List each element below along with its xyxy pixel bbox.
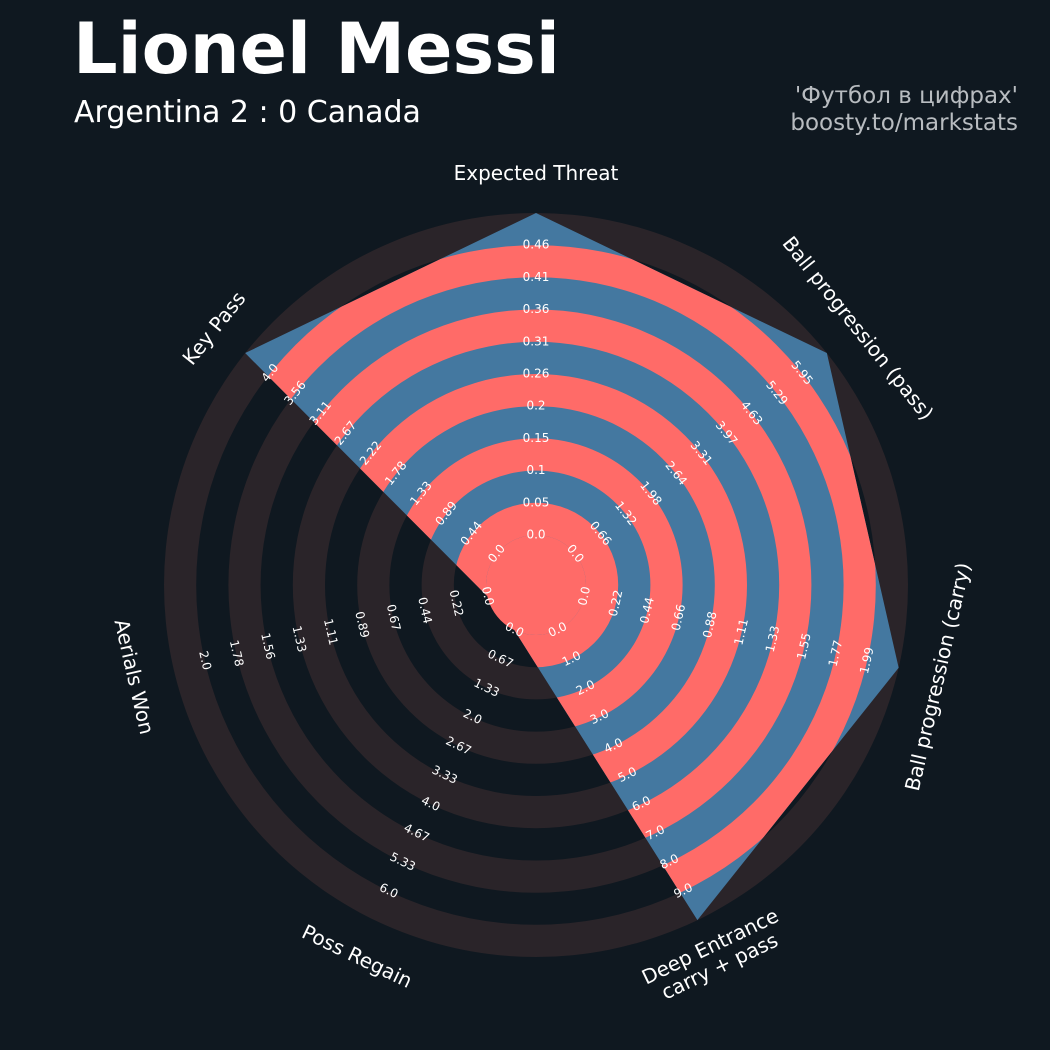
- tick-label: 2.0: [196, 650, 214, 672]
- parameter-label: Expected Threat: [454, 161, 619, 185]
- tick-label: 1.78: [227, 639, 247, 668]
- tick-label: 0.67: [384, 603, 404, 632]
- tick-label: 0.44: [637, 596, 657, 625]
- tick-label: 0.41: [523, 270, 550, 284]
- axis-ticks: 0.0 0.22 0.44 0.66 0.88 1.11 1.33 1.55 1.77 1.99: [575, 585, 876, 675]
- parameter-label: Key Pass: [177, 287, 250, 370]
- tick-label: 1.11: [321, 617, 341, 646]
- tick-label: 0.36: [523, 302, 550, 316]
- tick-label: 0.31: [523, 334, 550, 348]
- tick-label: 0.05: [523, 495, 550, 509]
- axis-ticks: 0.0 0.22 0.44 0.67 0.89 1.11 1.33 1.56 1.78 2.0: [196, 585, 497, 671]
- tick-label: 0.66: [669, 603, 689, 632]
- parameter-label: Ball progression (carry): [900, 560, 976, 793]
- match-score-subtitle: Argentina 2 : 0 Canada: [74, 95, 421, 130]
- tick-label: 0.0: [526, 528, 545, 542]
- tick-label: 1.33: [763, 624, 783, 653]
- tick-label: 0.46: [523, 238, 550, 252]
- tick-label: 1.77: [826, 639, 846, 668]
- tick-label: 1.56: [258, 632, 278, 661]
- tick-label: 0.44: [415, 596, 435, 625]
- tick-label: 1.99: [857, 646, 877, 675]
- credit-channel-name: 'Футбол в цифрах': [794, 83, 1018, 109]
- tick-label: 0.22: [606, 589, 626, 618]
- tick-label: 0.22: [447, 589, 467, 618]
- parameter-label: Aerials Won: [109, 617, 159, 737]
- tick-label: 0.89: [352, 610, 372, 639]
- tick-label: 0.1: [526, 463, 545, 477]
- axis-ticks: 0.0 0.05 0.1 0.15 0.2 0.26 0.31 0.36 0.41 0.46: [523, 238, 550, 542]
- tick-label: 1.11: [731, 617, 751, 646]
- tick-label: 1.33: [290, 624, 310, 653]
- player-name-title: Lionel Messi: [73, 8, 560, 90]
- tick-label: 0.15: [523, 431, 550, 445]
- center-hub: [486, 535, 586, 635]
- credit-url: boosty.to/markstats: [790, 110, 1018, 136]
- tick-label: 0.0: [575, 585, 593, 607]
- tick-label: 1.55: [794, 632, 814, 661]
- tick-label: 0.0: [479, 585, 497, 607]
- tick-label: 0.2: [526, 399, 545, 413]
- tick-label: 0.88: [700, 610, 720, 639]
- tick-label: 0.26: [523, 367, 550, 381]
